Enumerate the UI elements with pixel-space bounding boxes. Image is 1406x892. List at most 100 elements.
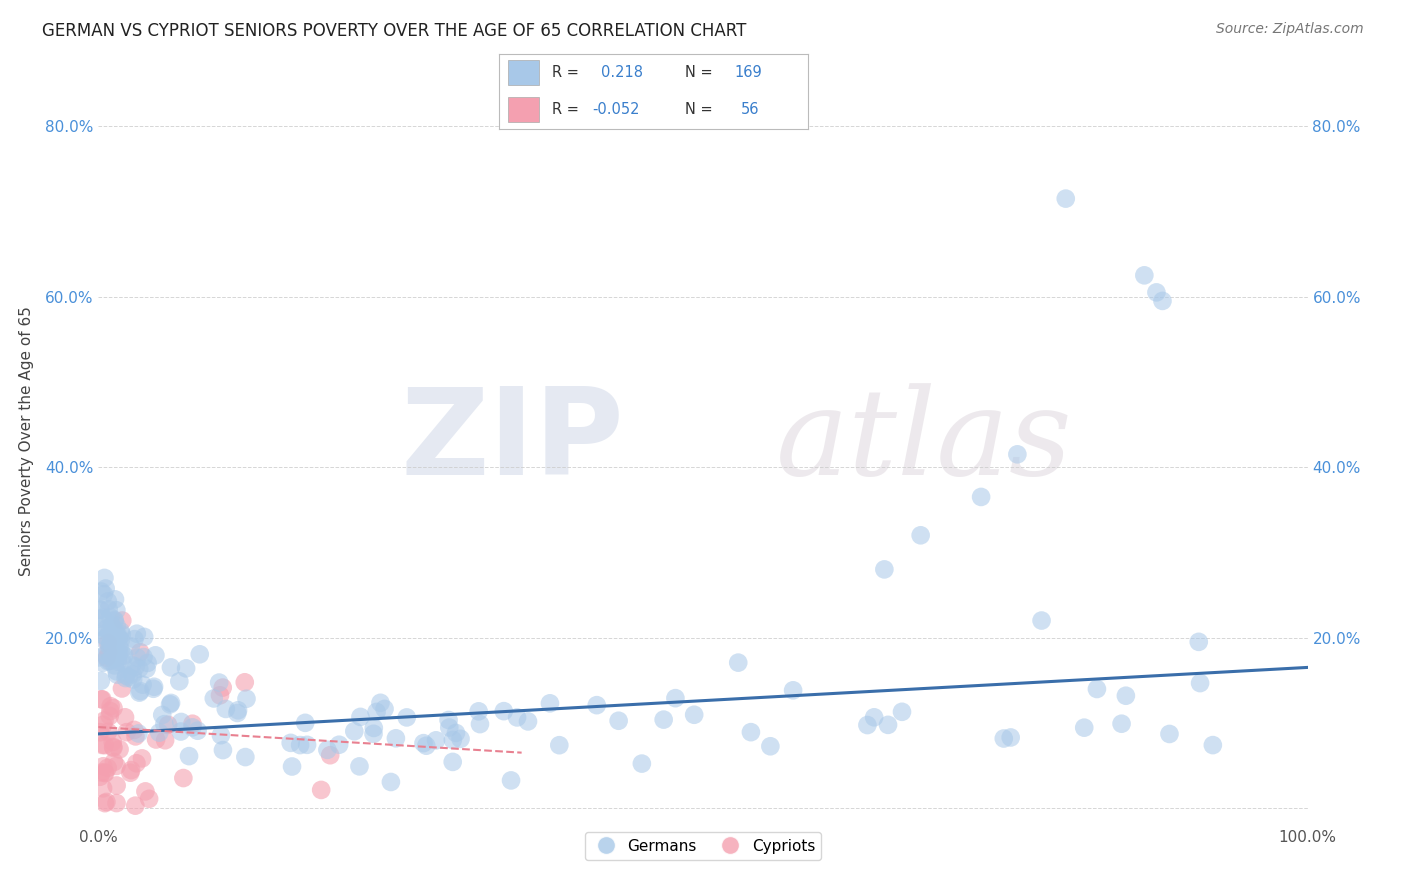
Point	[89, 725, 111, 739]
Point	[90, 603, 112, 617]
Point	[98, 640, 121, 654]
Text: Source: ZipAtlas.com: Source: ZipAtlas.com	[1216, 22, 1364, 37]
Point	[856, 718, 879, 732]
Point	[170, 714, 193, 729]
Point	[160, 660, 183, 674]
Point	[910, 528, 932, 542]
Point	[309, 783, 332, 797]
Point	[107, 628, 129, 642]
Point	[114, 671, 136, 685]
Point	[280, 736, 302, 750]
Point	[142, 681, 165, 696]
Point	[181, 716, 204, 731]
Point	[97, 654, 120, 668]
Point	[1152, 293, 1174, 308]
Point	[89, 770, 111, 784]
Point	[202, 691, 225, 706]
Point	[93, 632, 115, 647]
Point	[97, 602, 120, 616]
Point	[120, 765, 142, 780]
Y-axis label: Seniors Poverty Over the Age of 65: Seniors Poverty Over the Age of 65	[18, 307, 34, 576]
Point	[93, 738, 115, 752]
Point	[108, 640, 131, 655]
Point	[441, 732, 464, 747]
Point	[105, 667, 128, 681]
Point	[101, 739, 124, 754]
Point	[970, 490, 993, 504]
Point	[782, 683, 804, 698]
Point	[1146, 285, 1168, 300]
Point	[96, 650, 118, 665]
Point	[187, 723, 209, 738]
Point	[174, 661, 197, 675]
Point	[96, 630, 118, 644]
Point	[105, 759, 128, 773]
Text: N =: N =	[685, 65, 713, 80]
Point	[134, 784, 156, 798]
Point	[132, 650, 155, 665]
Point	[91, 628, 114, 642]
Point	[349, 759, 371, 773]
Point	[89, 612, 111, 626]
Point	[105, 631, 128, 645]
Point	[295, 738, 318, 752]
Point	[111, 627, 134, 641]
Point	[412, 736, 434, 750]
Point	[281, 759, 304, 773]
Point	[129, 645, 152, 659]
Point	[128, 685, 150, 699]
Point	[1115, 689, 1137, 703]
Point	[1085, 681, 1108, 696]
Point	[1000, 731, 1022, 745]
Point	[103, 701, 125, 715]
Text: 0.218: 0.218	[602, 65, 643, 80]
Point	[343, 724, 366, 739]
Point	[1189, 676, 1212, 690]
Point	[122, 673, 145, 687]
Point	[148, 725, 170, 739]
Point	[98, 639, 121, 653]
Point	[145, 732, 167, 747]
Legend: Germans, Cypriots: Germans, Cypriots	[585, 832, 821, 860]
Point	[100, 637, 122, 651]
Point	[93, 714, 115, 728]
Text: R =: R =	[551, 102, 579, 117]
Point	[91, 718, 114, 732]
Point	[211, 681, 233, 695]
Point	[492, 704, 515, 718]
Point	[91, 781, 114, 796]
Point	[101, 629, 124, 643]
Point	[115, 668, 138, 682]
Point	[103, 755, 125, 769]
Point	[105, 796, 128, 810]
Text: atlas: atlas	[776, 383, 1073, 500]
Point	[98, 709, 121, 723]
Point	[90, 673, 112, 688]
Point	[437, 713, 460, 727]
Bar	[509, 61, 540, 86]
Point	[91, 656, 114, 670]
Point	[110, 624, 132, 639]
Point	[131, 751, 153, 765]
Point	[127, 650, 149, 665]
Point	[1202, 738, 1225, 752]
Point	[107, 655, 129, 669]
Point	[125, 626, 148, 640]
Point	[1159, 727, 1181, 741]
Point	[104, 613, 127, 627]
Point	[363, 727, 385, 741]
Point	[118, 670, 141, 684]
Point	[631, 756, 654, 771]
Point	[506, 710, 529, 724]
Point	[468, 717, 491, 731]
Point	[1073, 721, 1095, 735]
Point	[101, 735, 124, 749]
Point	[94, 648, 117, 662]
Point	[467, 704, 489, 718]
Text: 56: 56	[741, 102, 759, 117]
Point	[395, 710, 418, 724]
Point	[863, 710, 886, 724]
Point	[87, 650, 110, 665]
Point	[93, 765, 115, 780]
Point	[98, 654, 121, 668]
